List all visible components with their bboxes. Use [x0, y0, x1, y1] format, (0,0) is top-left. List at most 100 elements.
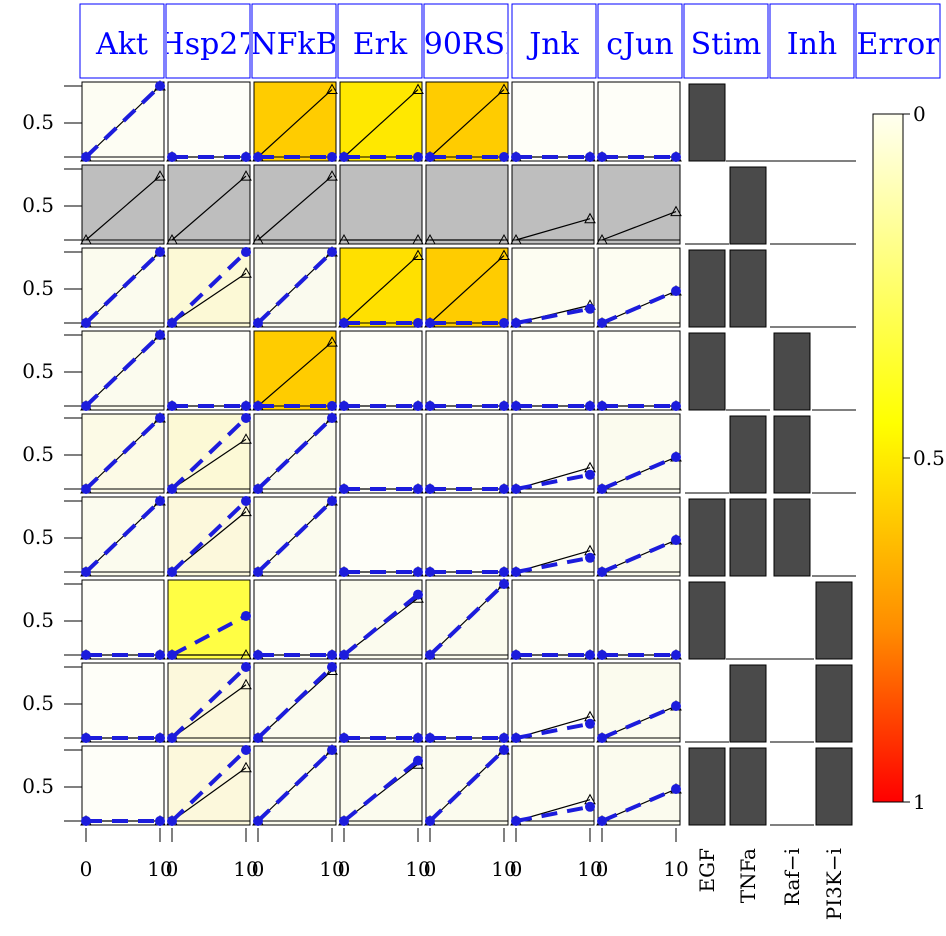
sim-point — [339, 650, 349, 660]
subplot-frame — [81, 662, 165, 743]
subplot — [424, 164, 510, 245]
sim-point — [327, 745, 337, 755]
subplot — [424, 662, 510, 743]
data-point — [584, 212, 596, 224]
sim-point — [413, 484, 423, 494]
cue-bar-on — [773, 498, 811, 577]
cue-name: TNFa — [736, 848, 760, 903]
data-point — [498, 249, 510, 261]
sim-point — [499, 318, 509, 328]
subplot-frame — [511, 164, 595, 245]
sim-line — [170, 416, 248, 491]
data-point — [412, 83, 424, 95]
data-line — [429, 255, 505, 324]
sim-point — [241, 496, 251, 506]
sim-point — [155, 81, 165, 91]
cue-bar-on — [729, 747, 767, 826]
subplot — [510, 330, 596, 411]
sim-point — [327, 247, 337, 257]
subplot — [166, 662, 252, 743]
data-point — [498, 83, 510, 95]
subplot — [596, 247, 682, 328]
subplot-frame — [597, 745, 681, 826]
sim-point — [167, 650, 177, 660]
sim-point — [81, 152, 91, 162]
subplot — [596, 164, 682, 245]
subplot — [596, 413, 682, 494]
data-line — [515, 218, 591, 241]
x-tick-label: 10 — [405, 857, 430, 881]
header-box — [337, 3, 423, 79]
sim-line — [515, 555, 591, 574]
sim-line — [515, 472, 591, 491]
sim-point — [81, 401, 91, 411]
sim-line — [170, 748, 248, 823]
y-tick-label: 0.5 — [22, 110, 54, 134]
subplot — [338, 247, 424, 328]
sim-line — [515, 721, 591, 740]
sim-line — [515, 804, 591, 823]
sim-point — [413, 589, 423, 600]
subplot-frame — [167, 164, 251, 245]
sim-point — [81, 484, 91, 494]
header-label: p90RSK — [405, 27, 529, 62]
data-point — [670, 205, 682, 217]
sim-point — [499, 733, 509, 743]
subplot-frame — [425, 662, 509, 743]
x-tick-label: 10 — [577, 857, 602, 881]
subplot — [424, 743, 510, 826]
subplot — [252, 743, 338, 826]
subplot — [596, 330, 682, 411]
sim-line — [84, 333, 162, 408]
subplot — [166, 579, 252, 660]
sim-point — [253, 484, 263, 494]
sim-point — [585, 801, 595, 812]
subplot — [166, 164, 252, 245]
subplot-frame — [81, 164, 165, 245]
sim-line — [84, 250, 162, 325]
data-point — [596, 233, 608, 245]
subplot — [510, 164, 596, 245]
colorbar-gradient — [872, 113, 904, 803]
sim-point — [167, 484, 177, 494]
data-point — [240, 170, 252, 181]
sim-line — [84, 499, 162, 574]
x-tick-label: 0 — [596, 857, 609, 881]
sim-point — [671, 152, 681, 162]
subplot — [596, 496, 682, 577]
sim-point — [327, 662, 337, 672]
sim-point — [413, 152, 423, 162]
sim-line — [256, 416, 334, 491]
y-tick-label: 0.5 — [22, 359, 54, 383]
subplot-frame — [511, 330, 595, 411]
subplot — [252, 245, 338, 328]
sim-point — [671, 401, 681, 411]
sim-point — [425, 650, 435, 660]
sim-point — [339, 816, 349, 826]
header-label: Jnk — [526, 27, 579, 62]
cue-names: EGF TNFa Raf−i PI3K−i — [695, 848, 846, 920]
sim-point — [671, 701, 681, 712]
data-line — [171, 272, 247, 324]
sim-point — [585, 401, 595, 411]
sim-point — [253, 816, 263, 826]
sim-point — [585, 152, 595, 162]
sim-point — [155, 816, 165, 826]
data-line — [429, 89, 505, 158]
sim-line — [601, 787, 677, 823]
colorbar-tick-label: 1 — [913, 790, 926, 814]
subplot-frame — [425, 413, 509, 494]
header-box — [423, 3, 509, 79]
subplot — [510, 247, 596, 328]
sim-point — [425, 401, 435, 411]
sim-point — [511, 816, 521, 826]
subplot-frame — [597, 81, 681, 162]
subplot — [338, 81, 424, 162]
data-point — [498, 233, 510, 245]
subplot-frame — [167, 81, 251, 162]
sim-point — [253, 567, 263, 577]
subplot-frame — [167, 330, 251, 411]
sim-point — [413, 401, 423, 411]
